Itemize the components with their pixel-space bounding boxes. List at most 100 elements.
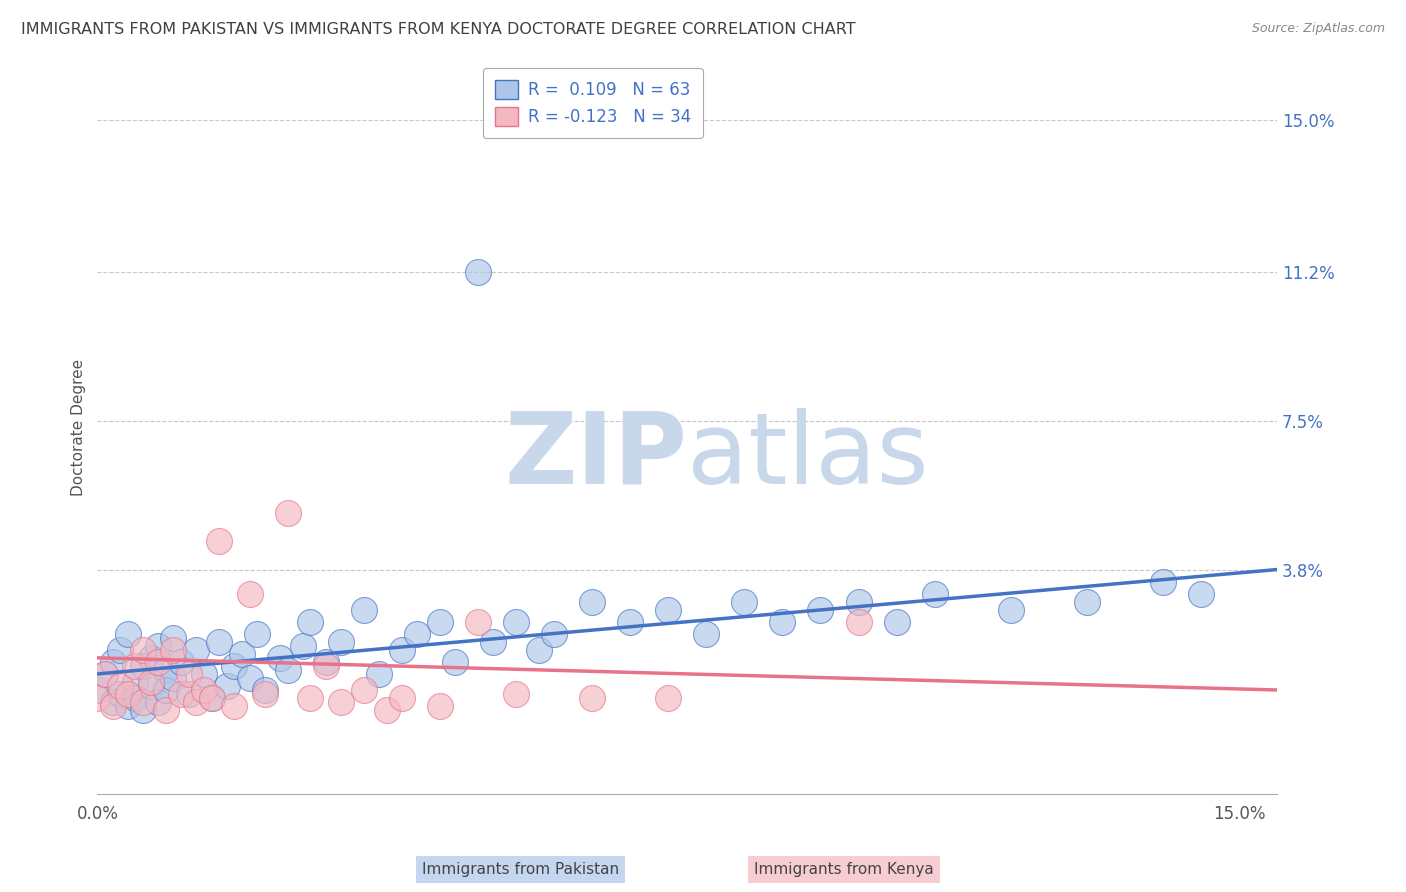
Point	[200, 691, 222, 706]
Point	[132, 659, 155, 673]
Point	[253, 687, 276, 701]
Point	[329, 695, 352, 709]
Point	[391, 643, 413, 657]
Point	[117, 699, 139, 714]
Point	[117, 687, 139, 701]
Point	[246, 626, 269, 640]
Point	[101, 655, 124, 669]
Point	[467, 265, 489, 279]
Point	[277, 506, 299, 520]
Point	[193, 683, 215, 698]
Point	[810, 602, 832, 616]
Legend: R =  0.109   N = 63, R = -0.123   N = 34: R = 0.109 N = 63, R = -0.123 N = 34	[482, 68, 703, 138]
Text: atlas: atlas	[688, 408, 929, 505]
Point	[1000, 602, 1022, 616]
Point	[277, 663, 299, 677]
Point	[148, 655, 170, 669]
Point	[299, 615, 322, 629]
Point	[315, 655, 337, 669]
Point	[200, 691, 222, 706]
Point	[224, 699, 246, 714]
Point	[543, 626, 565, 640]
Point	[186, 695, 208, 709]
Point	[155, 703, 177, 717]
Point	[505, 687, 527, 701]
Point	[139, 651, 162, 665]
Point	[86, 683, 108, 698]
Point	[429, 699, 451, 714]
Point	[132, 643, 155, 657]
Point	[444, 655, 467, 669]
Point	[1076, 594, 1098, 608]
Point	[239, 671, 262, 685]
Point	[155, 663, 177, 677]
Point	[139, 675, 162, 690]
Point	[375, 703, 398, 717]
Point	[177, 687, 200, 701]
Text: ZIP: ZIP	[505, 408, 688, 505]
Point	[94, 667, 117, 681]
Point	[148, 639, 170, 653]
Point	[208, 534, 231, 549]
Point	[1152, 574, 1174, 589]
Point	[193, 667, 215, 681]
Point	[124, 659, 146, 673]
Point	[162, 631, 184, 645]
Point	[886, 615, 908, 629]
Point	[170, 687, 193, 701]
Point	[657, 691, 679, 706]
Point	[733, 594, 755, 608]
Point	[139, 679, 162, 693]
Point	[657, 602, 679, 616]
Point	[482, 634, 505, 648]
Point	[124, 675, 146, 690]
Text: Immigrants from Pakistan: Immigrants from Pakistan	[422, 863, 619, 877]
Point	[117, 626, 139, 640]
Point	[208, 634, 231, 648]
Point	[527, 643, 550, 657]
Point	[253, 683, 276, 698]
Point	[695, 626, 717, 640]
Point	[848, 615, 870, 629]
Point	[148, 695, 170, 709]
Point	[155, 683, 177, 698]
Text: Source: ZipAtlas.com: Source: ZipAtlas.com	[1251, 22, 1385, 36]
Point	[132, 703, 155, 717]
Point	[581, 594, 603, 608]
Point	[329, 634, 352, 648]
Point	[848, 594, 870, 608]
Point	[353, 602, 375, 616]
Point	[162, 643, 184, 657]
Point	[429, 615, 451, 629]
Point	[269, 651, 291, 665]
Y-axis label: Doctorate Degree: Doctorate Degree	[72, 359, 86, 496]
Point	[353, 683, 375, 698]
Point	[315, 659, 337, 673]
Point	[108, 687, 131, 701]
Point	[124, 691, 146, 706]
Point	[177, 667, 200, 681]
Point	[101, 699, 124, 714]
Point	[391, 691, 413, 706]
Point	[368, 667, 391, 681]
Point	[1189, 586, 1212, 600]
Point	[291, 639, 314, 653]
Point	[467, 615, 489, 629]
Point	[94, 667, 117, 681]
Point	[162, 671, 184, 685]
Point	[108, 643, 131, 657]
Point	[581, 691, 603, 706]
Point	[770, 615, 793, 629]
Point	[101, 695, 124, 709]
Point	[86, 691, 108, 706]
Point	[239, 586, 262, 600]
Point	[132, 695, 155, 709]
Point	[224, 659, 246, 673]
Point	[924, 586, 946, 600]
Text: Immigrants from Kenya: Immigrants from Kenya	[754, 863, 934, 877]
Point	[299, 691, 322, 706]
Point	[215, 679, 238, 693]
Point	[406, 626, 429, 640]
Point	[170, 655, 193, 669]
Point	[186, 643, 208, 657]
